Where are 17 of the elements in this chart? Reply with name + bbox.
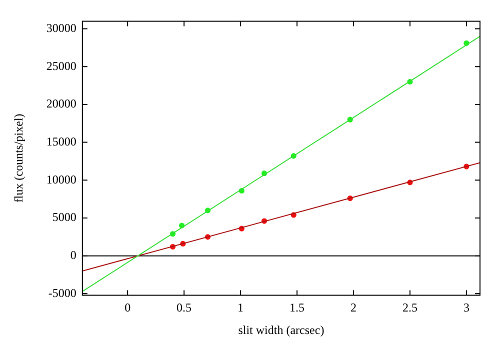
x-tick-label: 0 bbox=[124, 300, 131, 315]
x-tick-label: 1.5 bbox=[290, 300, 305, 315]
x-tick-label: 1 bbox=[238, 300, 244, 315]
y-tick-label: 15000 bbox=[46, 134, 76, 148]
y-tick-label: 30000 bbox=[46, 20, 76, 35]
y-tick-label: 20000 bbox=[46, 96, 76, 111]
y-tick-label: -5000 bbox=[48, 286, 76, 300]
y-tick-label: 25000 bbox=[46, 58, 76, 73]
y-tick-label: 5000 bbox=[52, 210, 76, 224]
x-axis-title: slit width (arcsec) bbox=[238, 322, 324, 337]
y-axis-title: flux (counts/pixel) bbox=[11, 114, 26, 203]
x-tick-label: 2 bbox=[350, 300, 356, 315]
x-tick-label: 0.5 bbox=[176, 300, 192, 315]
y-tick-label: 10000 bbox=[46, 172, 76, 186]
x-tick-label: 2.5 bbox=[402, 300, 418, 315]
x-tick-label: 3 bbox=[463, 300, 470, 315]
y-tick-label: 0 bbox=[70, 248, 76, 262]
